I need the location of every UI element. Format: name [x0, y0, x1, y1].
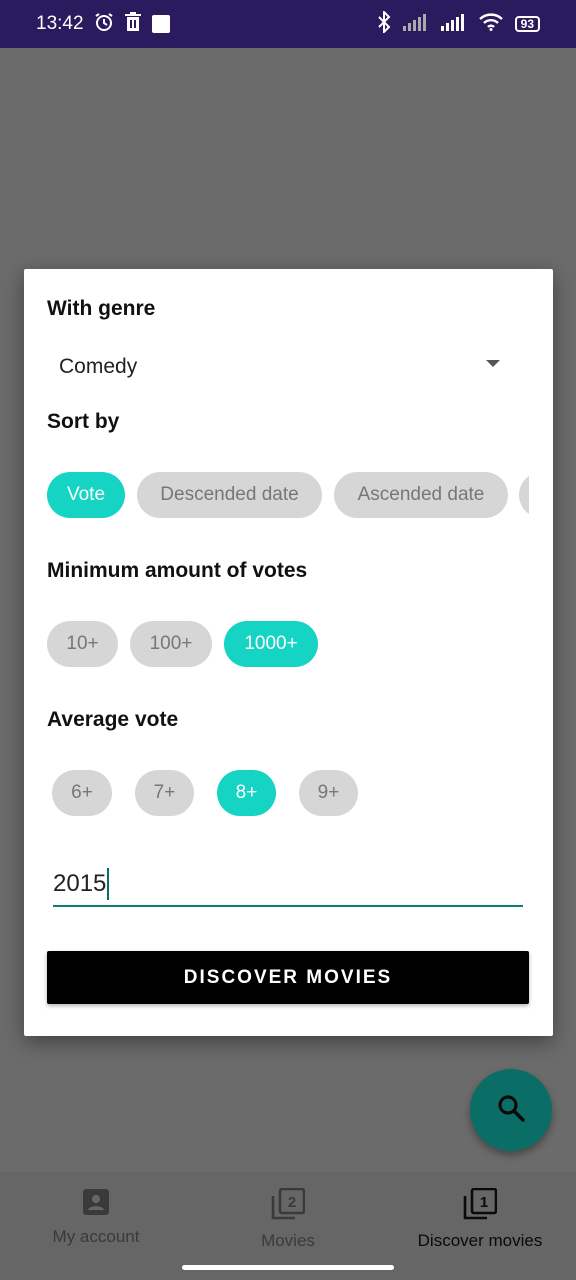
votes-chip-100[interactable]: 100+ — [130, 621, 212, 667]
nav-discover-movies[interactable]: 1 Discover movies — [384, 1172, 576, 1280]
nav-my-account[interactable]: My account — [0, 1172, 192, 1280]
year-input-underline — [53, 905, 523, 907]
genre-title: With genre — [47, 297, 156, 320]
svg-text:2: 2 — [288, 1194, 296, 1211]
bluetooth-icon — [377, 9, 391, 38]
votes-chip-group: 10+ 100+ 1000+ — [47, 621, 529, 669]
wifi-icon — [478, 12, 503, 36]
average-chip-group: 6+ 7+ 8+ 9+ — [47, 770, 529, 818]
nav-label-my-account: My account — [52, 1227, 140, 1246]
filter-2-icon: 2 — [271, 1187, 306, 1225]
sort-chip-descended-date[interactable]: Descended date — [137, 472, 322, 518]
trash-icon — [124, 11, 142, 37]
chevron-down-icon — [486, 360, 500, 367]
nav-movies[interactable]: 2 Movies — [192, 1172, 384, 1280]
signal-icon — [402, 13, 429, 36]
status-time: 13:42 — [36, 13, 84, 34]
average-chip-7[interactable]: 7+ — [135, 770, 194, 816]
genre-value: Comedy — [59, 355, 138, 378]
average-chip-9[interactable]: 9+ — [299, 770, 358, 816]
genre-dropdown[interactable]: Comedy — [59, 349, 509, 385]
discover-movies-button[interactable]: DISCOVER MOVIES — [47, 951, 529, 1004]
votes-chip-10[interactable]: 10+ — [47, 621, 118, 667]
sort-chip-group: Vote Descended date Ascended date — [47, 472, 529, 520]
home-indicator[interactable] — [182, 1265, 394, 1270]
sort-chip-vote[interactable]: Vote — [47, 472, 125, 518]
year-value: 2015 — [53, 870, 107, 897]
sort-chip-ascended-date[interactable]: Ascended date — [334, 472, 508, 518]
status-bar: 13:42 93 — [0, 0, 576, 48]
alarm-icon — [94, 12, 114, 37]
image-icon — [151, 15, 170, 33]
battery-icon: 93 — [514, 16, 540, 32]
discover-filter-dialog: With genre Comedy Sort by Vote Descended… — [24, 269, 553, 1036]
search-icon — [496, 1093, 526, 1128]
search-fab[interactable] — [470, 1069, 552, 1151]
signal-icon — [440, 13, 467, 36]
sort-chip-overflow[interactable] — [519, 472, 529, 518]
bottom-navigation: My account 2 Movies 1 Discover movies — [0, 1172, 576, 1280]
average-chip-6[interactable]: 6+ — [52, 770, 112, 816]
svg-text:1: 1 — [480, 1194, 488, 1211]
account-icon — [82, 1188, 110, 1221]
nav-label-movies: Movies — [261, 1231, 315, 1250]
votes-title: Minimum amount of votes — [47, 559, 308, 582]
filter-1-icon: 1 — [463, 1187, 498, 1225]
sort-title: Sort by — [47, 410, 120, 433]
average-title: Average vote — [47, 708, 179, 731]
nav-label-discover-movies: Discover movies — [417, 1231, 543, 1250]
average-chip-8[interactable]: 8+ — [217, 770, 276, 816]
votes-chip-1000[interactable]: 1000+ — [224, 621, 318, 667]
text-caret — [107, 868, 110, 900]
year-input[interactable]: 2015 — [53, 864, 523, 904]
